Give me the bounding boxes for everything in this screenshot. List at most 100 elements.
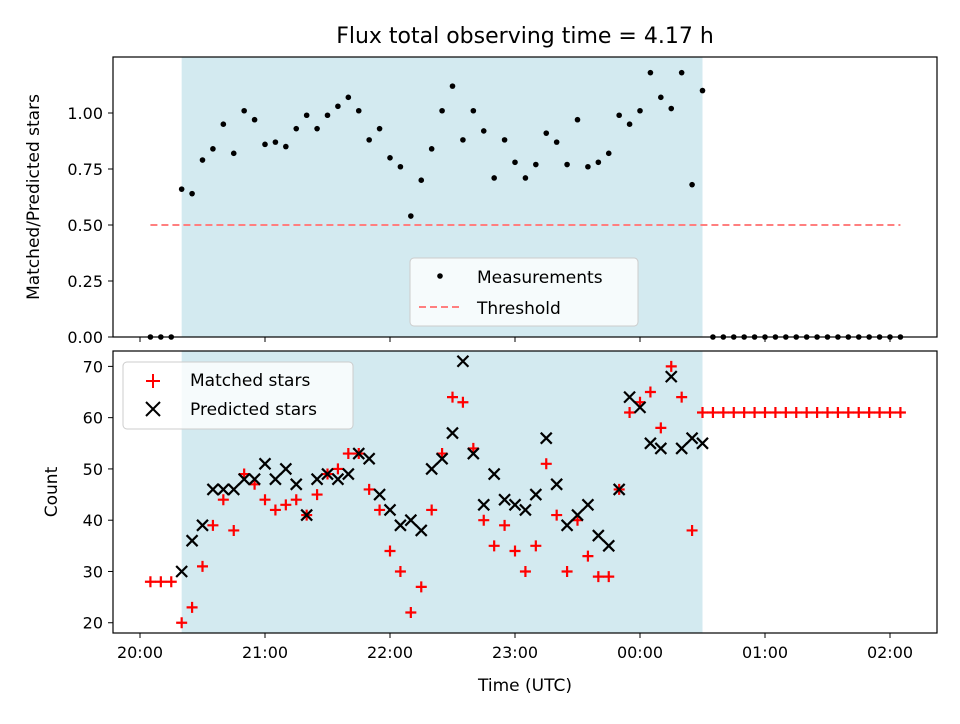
matched-star-point [769, 407, 781, 419]
measurement-point [439, 107, 445, 114]
predicted-star-point [258, 457, 272, 471]
matched-star-point [374, 504, 386, 516]
measurement-point [241, 107, 247, 114]
predicted-star-point [633, 401, 647, 414]
predicted-star-point [321, 467, 334, 481]
predicted-star-point [394, 519, 407, 532]
measurement-point [345, 94, 352, 101]
matched-star-point [801, 407, 813, 419]
predicted-star-point [279, 462, 293, 476]
measurement-point [470, 107, 477, 114]
measurement-point [220, 121, 227, 127]
matched-star-point [447, 391, 458, 403]
matched-star-point [176, 617, 188, 629]
measurement-point [605, 150, 612, 157]
matched-star-point [165, 576, 177, 588]
measurement-point [533, 161, 539, 168]
predicted-star-point [685, 431, 699, 445]
matched-star-point [457, 396, 469, 408]
measurement-point [303, 112, 310, 119]
matched-star-point [197, 560, 208, 572]
predicted-star-point [456, 354, 470, 368]
matched-star-point [884, 407, 896, 419]
matched-star-point [561, 565, 573, 577]
bottom-legend-box [122, 361, 354, 430]
predicted-star-point [310, 472, 324, 486]
y-tick-label: 0.75 [67, 160, 103, 179]
bottom-y-ticks: 20 30 40 50 60 70 [83, 357, 113, 633]
matched-star-point [478, 514, 490, 526]
legend-threshold-label: Threshold [476, 299, 561, 319]
predicted-star-point [269, 472, 282, 486]
top-panel: 0.00 0.25 0.50 0.75 1.00 Matched/Predicted s… [24, 56, 938, 347]
matched-star-point [415, 581, 427, 593]
predicted-star-point [227, 483, 241, 496]
predicted-star-point [508, 498, 522, 512]
measurement-point [366, 137, 372, 143]
matched-star-point [676, 391, 688, 403]
predicted-star-point [539, 431, 553, 445]
measurement-point [678, 69, 685, 76]
y-tick-label: 0.25 [67, 272, 103, 291]
predicted-star-point [696, 437, 709, 450]
x-tick-label: 23:00 [492, 643, 538, 662]
matched-star-point [519, 565, 531, 577]
matched-star-point [717, 407, 729, 419]
matched-star-point [665, 360, 677, 372]
matched-star-point [499, 519, 511, 531]
predicted-star-point [467, 447, 480, 460]
measurement-point [283, 143, 289, 150]
matched-star-point [280, 499, 292, 511]
predicted-star-point [560, 519, 574, 532]
bottom-panel: 20 30 40 50 60 70 20:00 21:00 22:00 23:00 00:00 01… [42, 350, 938, 696]
measurement-point [210, 146, 216, 152]
measurement-point [230, 150, 237, 157]
matched-star-point [394, 565, 406, 577]
matched-star-point [874, 407, 886, 419]
measurement-point [543, 130, 550, 136]
y-tick-label: 20 [83, 614, 103, 633]
measurement-point [616, 112, 622, 119]
predicted-star-point [602, 539, 616, 553]
matched-star-point [530, 540, 542, 552]
matched-star-point [405, 606, 417, 618]
y-tick-label: 1.00 [67, 104, 103, 123]
measurement-point [293, 125, 300, 132]
measurement-point [658, 94, 664, 101]
matched-star-point [697, 407, 708, 419]
predicted-star-point [331, 472, 345, 486]
predicted-star-point [248, 472, 261, 486]
measurement-point [335, 103, 341, 110]
measurement-point [262, 141, 268, 148]
measurement-point [595, 159, 602, 166]
measurement-point [689, 181, 695, 188]
matched-star-point [894, 407, 906, 419]
measurement-point [355, 107, 362, 114]
measurement-point [189, 190, 195, 197]
matched-star-point [853, 407, 865, 419]
y-tick-label: 50 [83, 460, 103, 479]
measurement-point [626, 121, 633, 127]
predicted-star-point [175, 565, 188, 578]
y-tick-label: 0.00 [67, 328, 103, 347]
matched-star-point [228, 524, 240, 536]
matched-star-point [624, 407, 636, 419]
x-tick-label: 22:00 [367, 643, 413, 662]
matched-star-point [384, 545, 396, 557]
legend-measurements-marker [437, 273, 443, 279]
predicted-star-point [644, 437, 657, 450]
predicted-star-point [414, 524, 428, 537]
matched-star-point [155, 576, 167, 588]
matched-star-point [217, 494, 229, 506]
matched-star-point [207, 519, 219, 531]
top-x-ticks [139, 337, 891, 342]
measurement-point [574, 116, 581, 123]
matched-star-point [186, 601, 198, 613]
x-tick-label: 20:00 [117, 643, 163, 662]
x-tick-label: 00:00 [617, 643, 663, 662]
legend-predicted-marker [145, 401, 161, 417]
predicted-star-point [342, 467, 355, 481]
matched-star-point [290, 494, 302, 506]
matched-star-point [842, 407, 854, 419]
matched-star-point [811, 407, 823, 419]
